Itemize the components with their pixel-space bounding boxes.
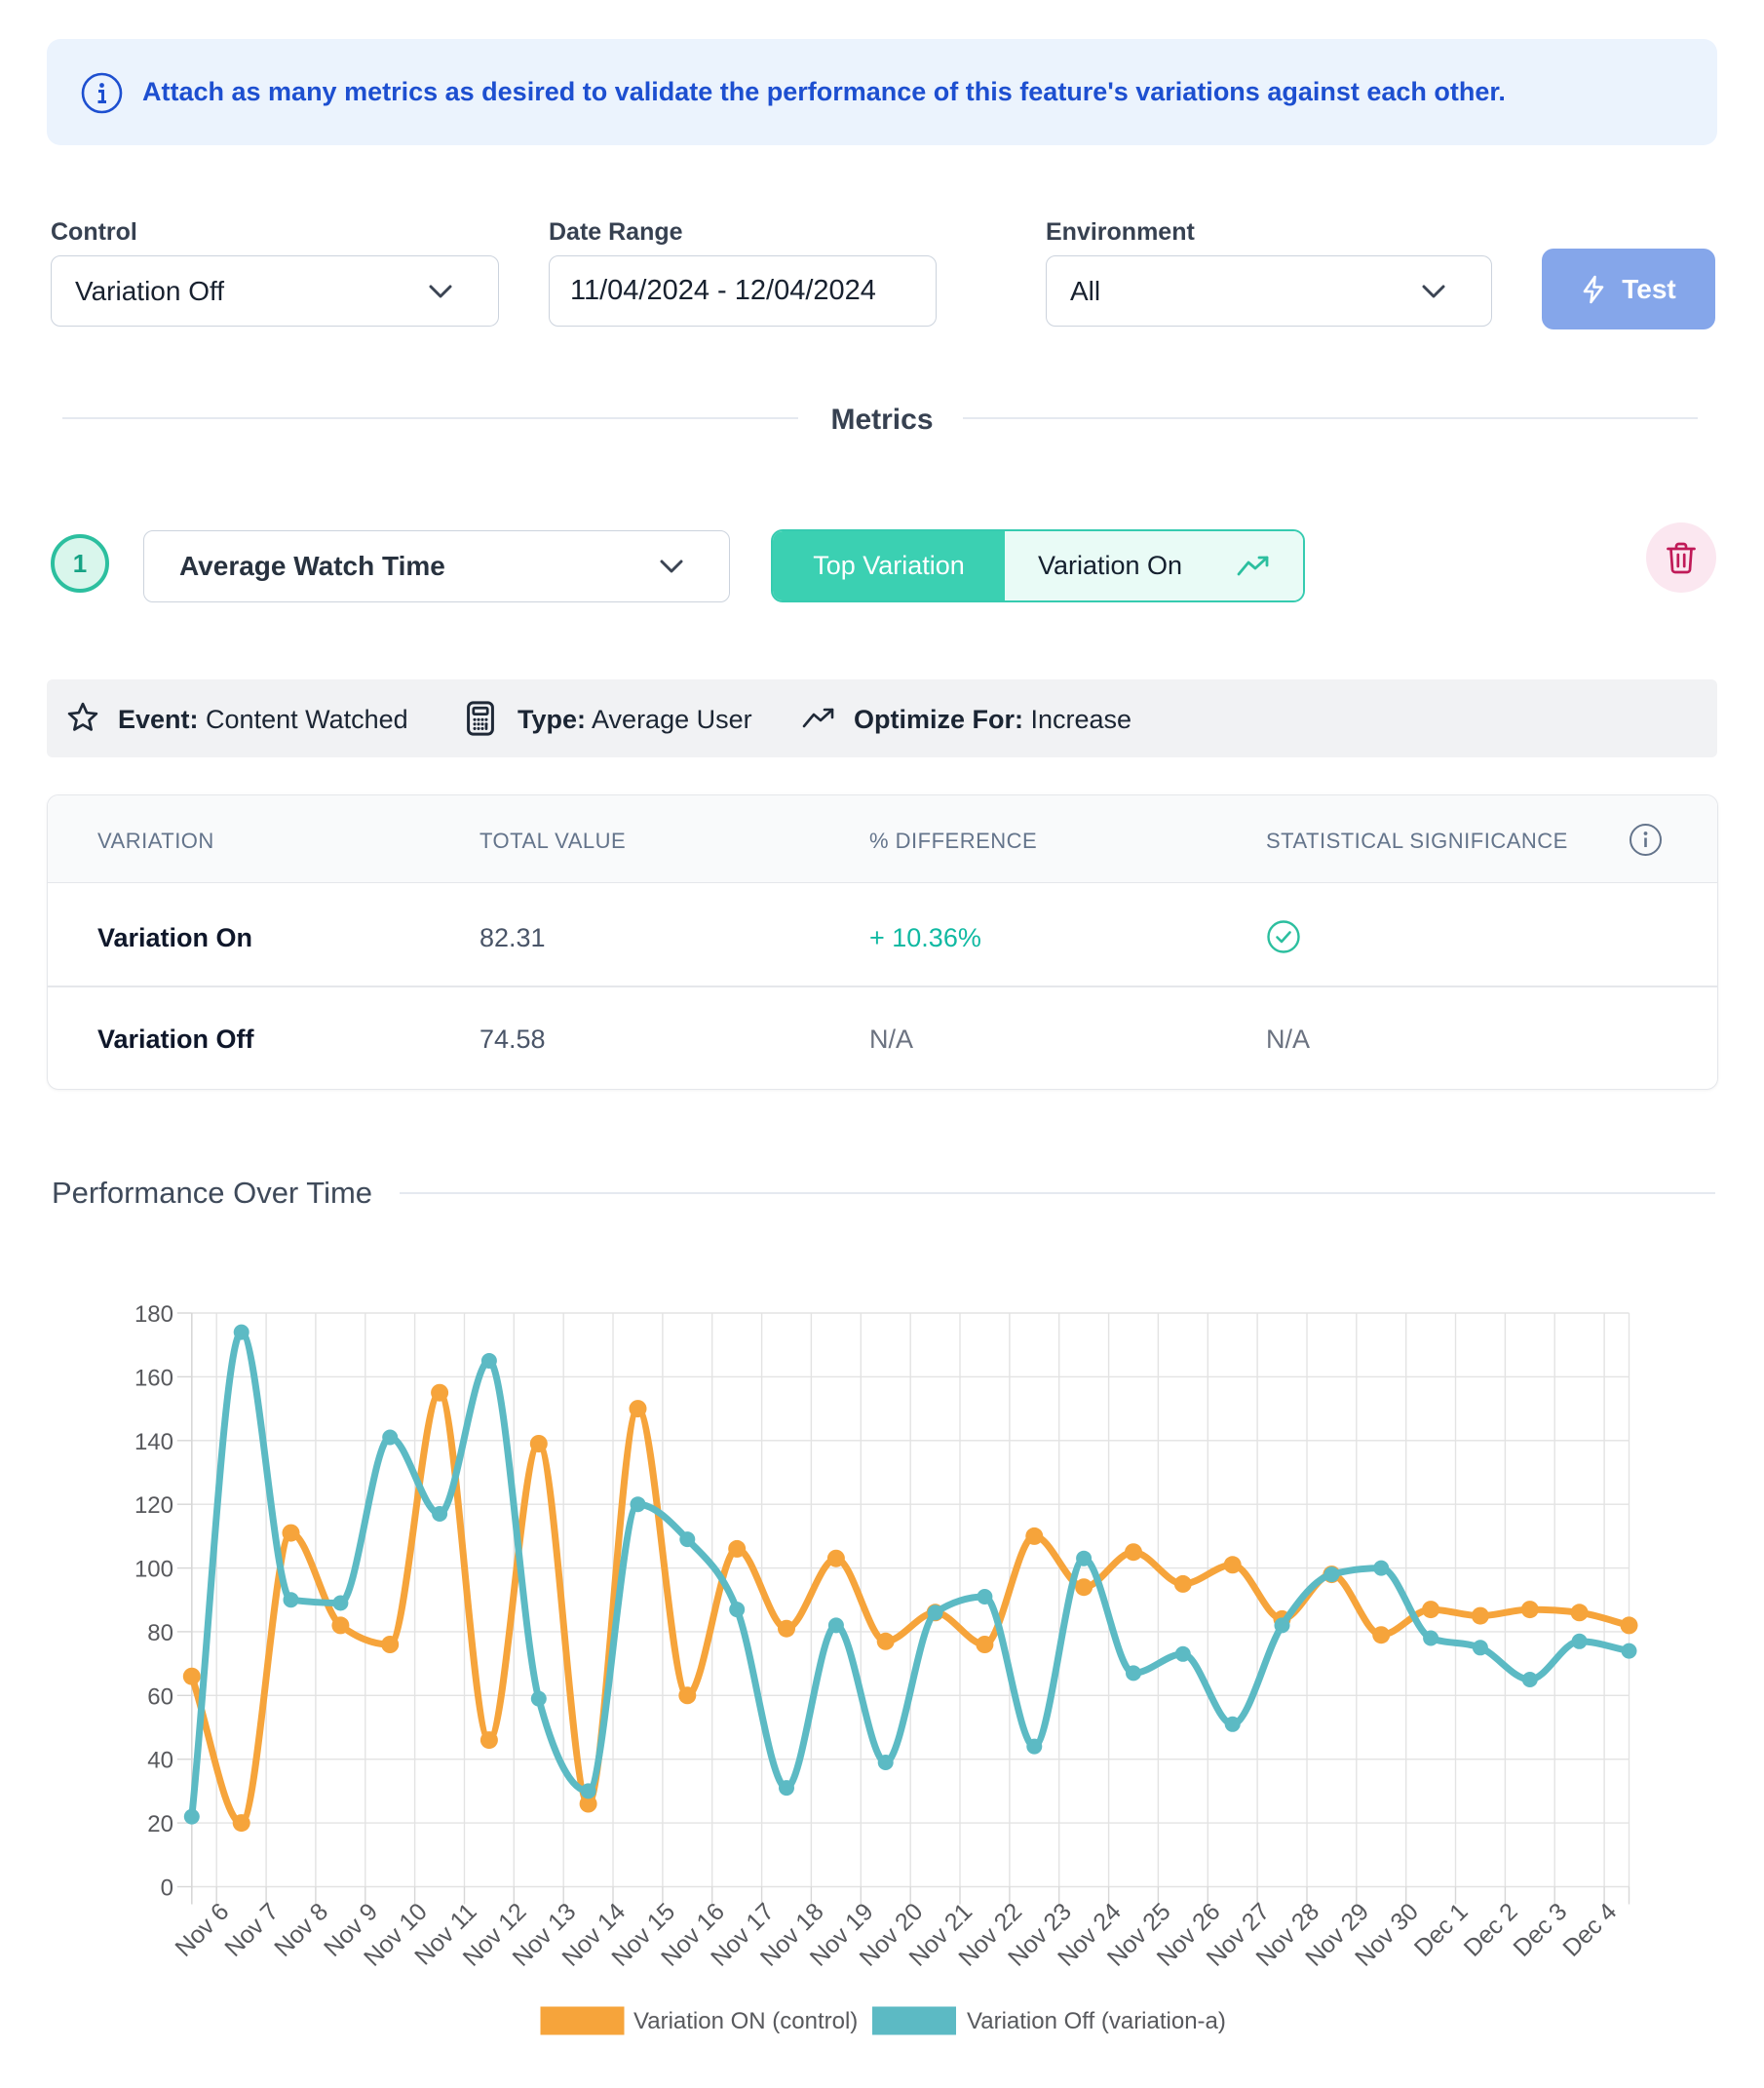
svg-text:120: 120 <box>134 1492 173 1519</box>
svg-text:Nov 7: Nov 7 <box>219 1898 284 1962</box>
svg-text:180: 180 <box>134 1301 173 1328</box>
svg-text:Dec 4: Dec 4 <box>1557 1898 1622 1962</box>
svg-text:160: 160 <box>134 1365 173 1391</box>
svg-text:Variation Off (variation-a): Variation Off (variation-a) <box>967 2008 1226 2034</box>
svg-text:80: 80 <box>147 1620 173 1646</box>
svg-text:Dec 3: Dec 3 <box>1508 1898 1572 1962</box>
svg-text:Nov 6: Nov 6 <box>170 1898 234 1962</box>
svg-text:20: 20 <box>147 1811 173 1837</box>
svg-text:100: 100 <box>134 1557 173 1583</box>
svg-text:Dec 1: Dec 1 <box>1409 1898 1474 1962</box>
svg-text:Nov 8: Nov 8 <box>269 1898 333 1962</box>
svg-text:Variation ON (control): Variation ON (control) <box>633 2008 858 2034</box>
svg-text:0: 0 <box>161 1875 173 1902</box>
svg-text:40: 40 <box>147 1748 173 1774</box>
svg-text:140: 140 <box>134 1429 173 1455</box>
svg-text:60: 60 <box>147 1683 173 1710</box>
svg-text:Dec 2: Dec 2 <box>1459 1898 1523 1962</box>
